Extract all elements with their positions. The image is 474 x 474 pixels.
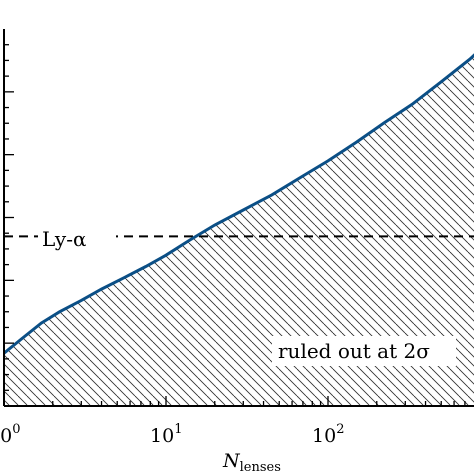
x-axis-label: Nlenses (222, 450, 281, 474)
x-tick-label-exponent: 1 (174, 422, 182, 437)
tick-labels: 100101102 (0, 422, 344, 447)
ticks (3, 44, 466, 406)
x-tick-label: 101 (150, 422, 182, 447)
x-tick-label-exponent: 0 (12, 422, 20, 437)
series-line (4, 53, 474, 355)
x-tick-label-base: 10 (0, 425, 12, 447)
x-tick-label-exponent: 2 (336, 422, 344, 437)
annotation-background (272, 336, 456, 366)
x-tick-label: 100 (0, 422, 20, 447)
x-axis-label-main: N (222, 450, 241, 472)
x-tick-label: 102 (312, 422, 344, 447)
x-axis-label-subscript: lenses (240, 460, 281, 474)
annotation-ruled-out: ruled out at 2σ (278, 339, 430, 363)
x-tick-label-base: 10 (150, 425, 174, 447)
x-tick-label-base: 10 (312, 425, 336, 447)
ly-alpha-label: Ly-α (42, 227, 87, 251)
ly-alpha-label-background (38, 225, 116, 253)
